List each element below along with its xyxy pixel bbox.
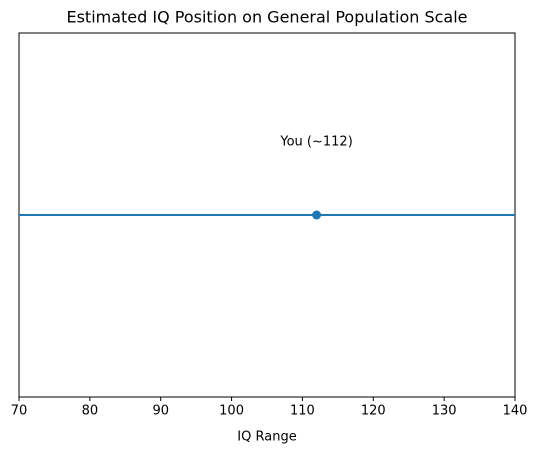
x-tick-label: 100: [219, 404, 244, 419]
point: [312, 210, 322, 220]
x-tick-label: 90: [152, 404, 169, 419]
annotation: You (~112): [279, 135, 352, 150]
x-tick-label: 130: [432, 404, 457, 419]
x-tick-label: 110: [290, 404, 315, 419]
x-tick-label: 120: [361, 404, 386, 419]
x-tick-label: 70: [11, 404, 28, 419]
x-tick-label: 140: [503, 404, 528, 419]
chart-title: Estimated IQ Position on General Populat…: [66, 8, 467, 27]
x-axis-label: IQ Range: [237, 430, 296, 445]
x-tick-label: 80: [82, 404, 99, 419]
